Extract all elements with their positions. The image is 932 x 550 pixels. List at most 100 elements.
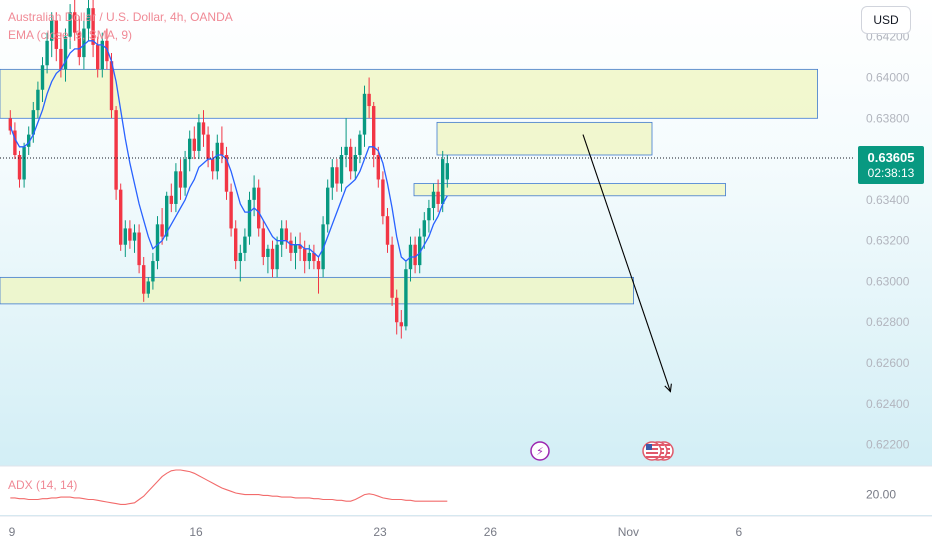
candle-body: [91, 8, 95, 45]
y-tick-label: 0.62400: [866, 397, 910, 411]
candle-body: [427, 208, 431, 221]
zone-1[interactable]: [0, 68, 818, 119]
candle-body: [155, 224, 160, 262]
candle-body: [215, 142, 219, 172]
candle-body: [151, 261, 155, 282]
candle-body: [54, 20, 58, 49]
candle-body: [123, 228, 127, 245]
candle-body: [238, 252, 242, 262]
candle-body: [8, 118, 12, 131]
adx-tick-label: 20.00: [866, 488, 896, 502]
candle-body: [86, 8, 91, 29]
candle-body: [436, 191, 440, 204]
candle-body: [77, 32, 81, 58]
candle-body: [358, 134, 362, 155]
candle-body: [169, 195, 173, 204]
candle-body: [59, 48, 63, 70]
bar-countdown: 02:38:13: [867, 165, 915, 180]
candle-body: [201, 122, 206, 135]
ema-legend: EMA (close, 9, SMA, 9): [8, 28, 133, 42]
candle-body: [183, 159, 187, 188]
last-price-value: 0.63605: [867, 149, 915, 165]
candle-body: [399, 322, 403, 327]
candle-body: [73, 12, 77, 33]
zone-2[interactable]: [436, 121, 653, 156]
candle-body: [17, 155, 22, 180]
candle-body: [362, 93, 367, 135]
candle-body: [257, 187, 261, 229]
candle-body: [289, 240, 293, 253]
candle-body: [298, 244, 302, 249]
candle-body: [206, 134, 210, 160]
currency-button[interactable]: USD: [861, 6, 911, 34]
candle-body: [68, 12, 72, 37]
y-tick-label: 0.63800: [866, 111, 910, 125]
candle-body: [252, 187, 256, 200]
candle-body: [247, 199, 252, 237]
candle-body: [404, 269, 408, 327]
candle-body: [22, 146, 26, 180]
candle-body: [280, 228, 284, 245]
candle-body: [275, 244, 279, 270]
candle-body: [422, 220, 426, 237]
y-tick-label: 0.62800: [866, 315, 910, 329]
candle-body: [224, 155, 229, 192]
candle-body: [376, 155, 380, 180]
candle-body: [137, 232, 141, 266]
candle-body: [197, 122, 201, 151]
candle-body: [178, 171, 183, 188]
projection-arrow[interactable]: [582, 134, 671, 392]
flag-stripe: [646, 452, 658, 454]
ema-line: [9, 40, 448, 262]
candle-body: [381, 179, 385, 217]
candle-body: [211, 159, 215, 172]
candle-body: [96, 44, 100, 70]
candle-body: [50, 20, 54, 41]
candle-body: [27, 134, 31, 147]
flag-stripe: [646, 456, 658, 458]
zone-4[interactable]: [0, 276, 634, 305]
lightning-icon[interactable]: [530, 441, 550, 461]
x-tick-label: 16: [189, 525, 203, 539]
candle-body: [40, 65, 45, 90]
candle-body: [312, 252, 316, 262]
y-tick-label: 0.62200: [866, 438, 910, 452]
last-price-tag: 0.63605 02:38:13: [858, 146, 924, 184]
candle-body: [445, 163, 449, 180]
y-tick-label: 0.62600: [866, 356, 910, 370]
flag-canton: [646, 444, 652, 450]
candle-body: [316, 261, 321, 270]
candle-body: [349, 146, 353, 172]
candle-body: [45, 40, 49, 66]
candle-body: [100, 40, 104, 70]
x-tick-label: 23: [373, 525, 387, 539]
candle-body: [165, 195, 169, 237]
zone-3[interactable]: [413, 183, 727, 197]
candle-body: [418, 236, 422, 266]
adx-line: [10, 469, 448, 505]
candle-body: [413, 244, 417, 266]
candle-body: [146, 281, 150, 294]
candle-body: [344, 146, 348, 155]
candle-body: [261, 228, 265, 257]
candle-body: [284, 228, 288, 241]
adx-pane: [0, 466, 932, 515]
candle-body: [395, 297, 399, 323]
candle-body: [441, 159, 445, 204]
candle-body: [188, 138, 192, 160]
candle-body: [293, 244, 298, 253]
x-tick-label: 6: [735, 525, 742, 539]
candle-body: [31, 110, 35, 135]
candle-body: [142, 265, 146, 294]
candle-body: [220, 142, 224, 155]
y-tick-label: 0.63200: [866, 234, 910, 248]
candle-body: [335, 167, 339, 184]
x-tick-label: 26: [484, 525, 498, 539]
candle-body: [330, 167, 334, 188]
candle-body: [82, 28, 86, 58]
candle-body: [229, 191, 233, 229]
candle-body: [270, 248, 275, 270]
candle-body: [367, 93, 371, 107]
